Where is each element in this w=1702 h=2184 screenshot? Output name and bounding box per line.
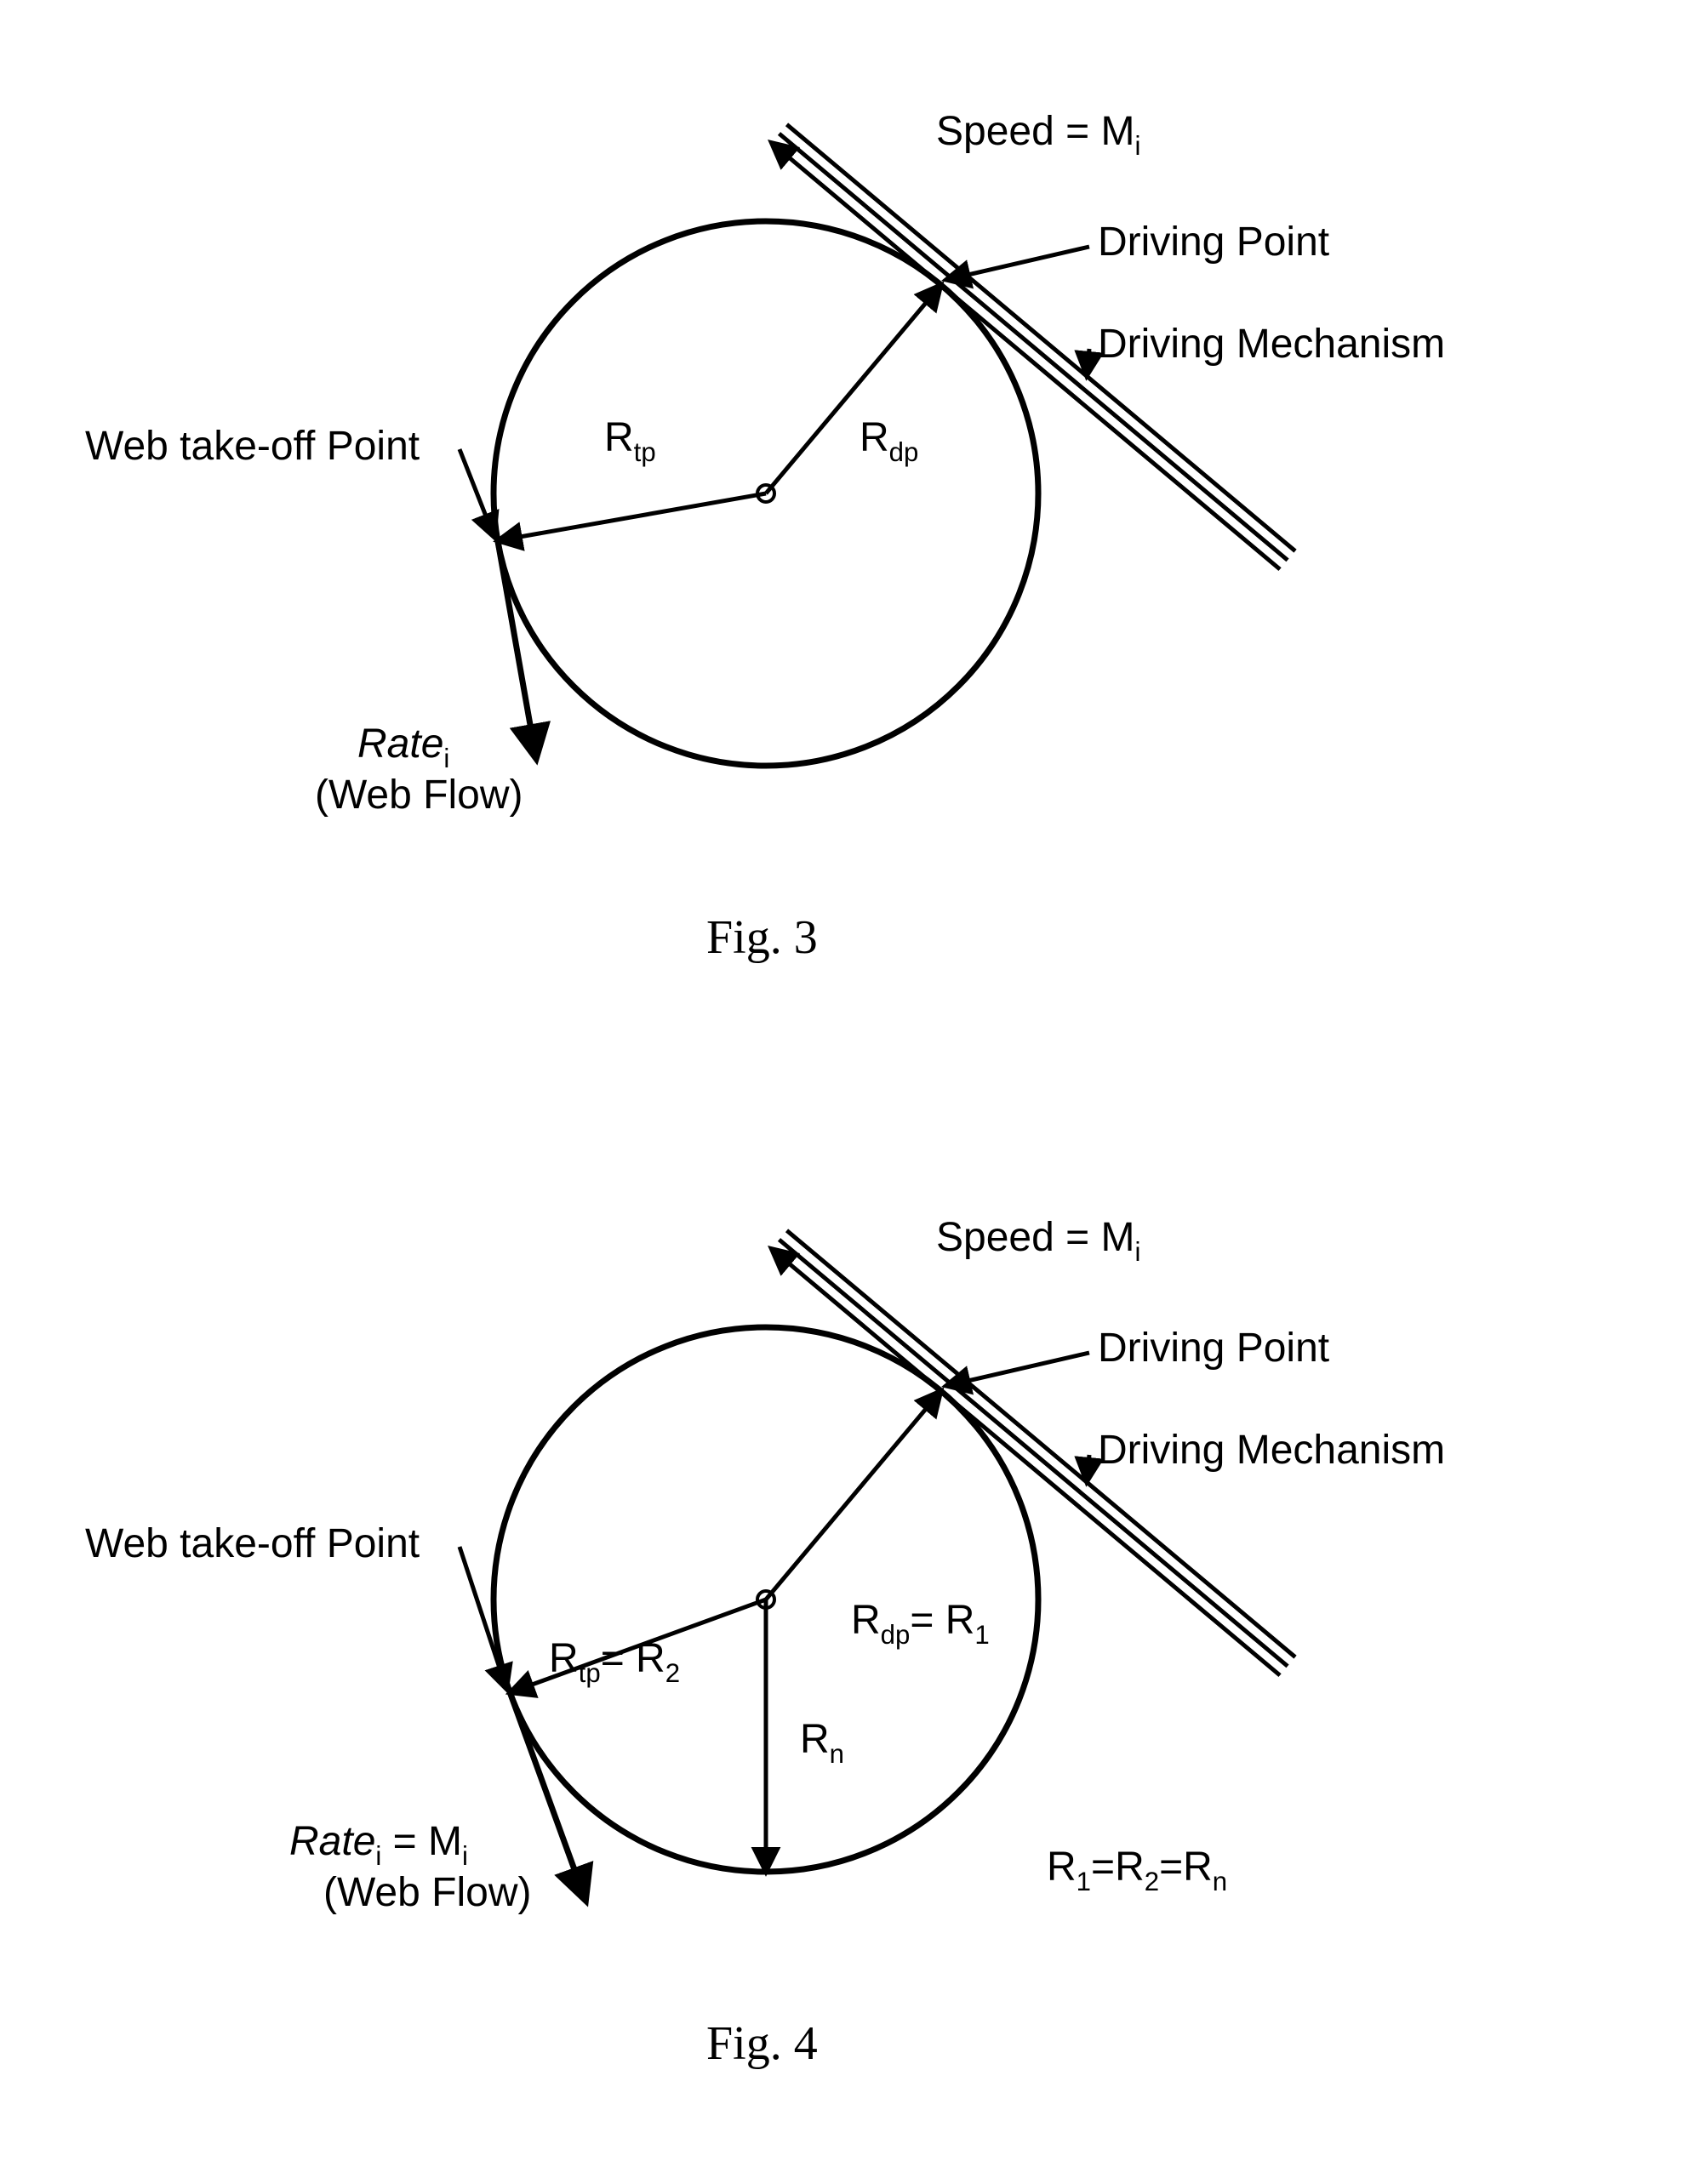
- fig4-takeoff-label: Web take-off Point: [85, 1521, 420, 1566]
- fig4-driving-point-label: Driving Point: [1098, 1326, 1329, 1371]
- fig3-caption: Fig. 3: [706, 911, 818, 964]
- fig4-speed-label: Speed = Mi: [936, 1215, 1140, 1267]
- fig3-rate: Ratei: [357, 721, 449, 773]
- fig3-rdp: Rdp: [860, 415, 918, 467]
- fig4-rn: Rn: [800, 1717, 844, 1769]
- fig3-speed-label: Speed = Mi: [936, 109, 1140, 161]
- fig3-webflow: (Web Flow): [315, 773, 523, 818]
- fig4-rate: Ratei = Mi: [289, 1819, 468, 1871]
- fig4-rtp: Rtp= R2: [549, 1636, 680, 1688]
- fig4-rdp: Rdp= R1: [851, 1598, 990, 1650]
- fig4-driving-mechanism-label: Driving Mechanism: [1098, 1428, 1445, 1473]
- fig3-takeoff-label: Web take-off Point: [85, 424, 420, 469]
- fig4-caption: Fig. 4: [706, 2017, 818, 2070]
- fig3-driving-mechanism-label: Driving Mechanism: [1098, 322, 1445, 367]
- fig4-eqn: R1=R2=Rn: [1047, 1845, 1227, 1896]
- fig4-webflow: (Web Flow): [323, 1870, 531, 1915]
- fig3-driving-point-label: Driving Point: [1098, 220, 1329, 265]
- fig3-rtp: Rtp: [604, 415, 656, 467]
